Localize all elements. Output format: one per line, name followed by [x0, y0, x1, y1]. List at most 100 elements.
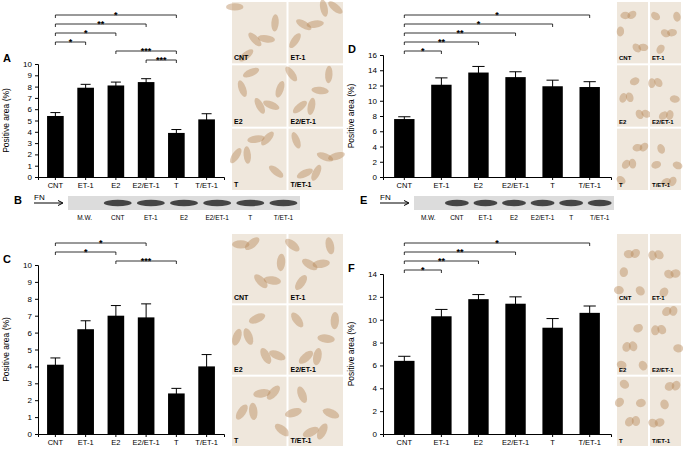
x-tick: E2/ET-1: [133, 434, 160, 447]
cell: [613, 396, 626, 409]
lane-label: T: [569, 214, 573, 221]
cell: [327, 150, 346, 162]
micrograph: E2/ET-1: [648, 65, 681, 126]
significance-label: **: [456, 247, 464, 257]
y-tick-label: 2: [28, 396, 33, 405]
cell: [326, 0, 344, 16]
cell: [619, 267, 628, 277]
cell: [668, 305, 678, 316]
cell: [283, 236, 302, 253]
significance-label: *: [99, 238, 103, 248]
bar: [77, 88, 94, 177]
x-tick-label: T/ET-1: [195, 181, 218, 190]
significance-label: *: [69, 37, 73, 47]
cell: [652, 76, 664, 88]
x-tick: T: [174, 177, 179, 190]
micrograph: E2/ET-1: [283, 65, 343, 127]
cell: [268, 348, 287, 362]
significance-label: **: [97, 19, 105, 29]
y-tick-mark: [380, 147, 383, 148]
y-axis: 0246810121416: [368, 51, 383, 182]
y-tick: 3: [28, 139, 38, 148]
x-tick: E2: [474, 434, 483, 447]
micrograph-panel: CNTET-1E2E2/ET-1TT/ET-1: [613, 234, 683, 446]
y-tick-label: 3: [28, 139, 33, 148]
micrograph-label: T/ET-1: [652, 182, 671, 188]
micrograph: CNT: [613, 234, 648, 303]
x-tick-label: E2/ET-1: [502, 438, 529, 447]
micrograph: ET-1: [649, 2, 681, 63]
micrograph-label: E2/ET-1: [652, 367, 674, 373]
cell: [312, 258, 330, 269]
y-tick-label: 0: [373, 430, 378, 439]
y-tick: 1: [28, 413, 38, 422]
micrograph-label: CNT: [234, 54, 249, 61]
blot-strip: [68, 196, 300, 210]
micrograph-panel: CNTET-1E2E2/ET-1TT/ET-1: [226, 0, 346, 190]
lane-label: M.W.: [421, 214, 436, 221]
bar: [542, 86, 562, 177]
y-tick-label: 0: [28, 173, 33, 182]
y-axis: 02468101214: [368, 270, 383, 439]
y-tick-mark: [35, 132, 38, 133]
micrograph-background: [650, 305, 681, 374]
lane-label: E2/ET-1: [205, 214, 229, 221]
cell: [297, 349, 316, 367]
cell: [672, 160, 683, 171]
y-tick-mark: [380, 411, 383, 412]
x-tick: T: [550, 177, 555, 190]
micrograph: T/ET-1: [650, 129, 683, 190]
y-tick-mark: [35, 366, 38, 367]
blot-band: [170, 200, 198, 206]
panel-letter: A: [3, 52, 11, 64]
cell: [287, 31, 303, 50]
micrograph: E2/ET-1: [289, 305, 344, 374]
cell: [669, 95, 680, 104]
micrograph: ET-1: [647, 234, 681, 303]
y-tick-mark: [35, 434, 38, 435]
y-tick-label: 8: [28, 295, 33, 304]
x-tick: E2/ET-1: [502, 177, 529, 190]
cell: [635, 398, 646, 408]
band-label: FN: [380, 193, 391, 202]
y-tick-label: 4: [28, 128, 33, 137]
cell: [309, 163, 323, 182]
cell: [263, 275, 281, 286]
y-tick: 0: [373, 430, 383, 439]
y-tick: 14: [368, 270, 383, 279]
y-tick-label: 1: [28, 162, 33, 171]
error-bar: [202, 355, 212, 379]
bar: [468, 73, 488, 177]
cell: [306, 97, 317, 116]
y-axis-title: Positive area (%): [346, 83, 356, 148]
y-tick-label: 2: [373, 407, 378, 416]
y-tick-mark: [35, 109, 38, 110]
cell: [271, 14, 280, 32]
y-axis-line: [35, 266, 39, 435]
micrograph-label: ET-1: [652, 295, 665, 301]
y-tick-label: 9: [28, 278, 33, 287]
x-tick: T: [174, 434, 179, 447]
x-tick: E2: [474, 177, 483, 190]
micrograph-label: E2/ET-1: [291, 118, 316, 125]
cell: [242, 66, 261, 80]
error-bar: [472, 66, 484, 78]
x-tick-label: E2/ET-1: [502, 181, 529, 190]
micrograph-label: T: [619, 182, 623, 188]
y-tick-mark: [380, 177, 383, 178]
bar: [108, 316, 125, 434]
y-tick: 2: [373, 158, 383, 167]
x-tick-label: ET-1: [78, 181, 94, 190]
x-tick: ET-1: [433, 177, 449, 190]
x-tick-label: E2: [474, 438, 483, 447]
cell: [259, 130, 276, 148]
micrograph-background: [617, 2, 648, 63]
lane-label: T: [248, 214, 252, 221]
y-tick: 9: [28, 71, 38, 80]
x-tick-label: E2: [111, 181, 120, 190]
y-tick: 8: [28, 83, 38, 92]
significance-label: *: [84, 28, 88, 38]
cell: [243, 235, 262, 252]
x-tick-label: T: [550, 181, 555, 190]
bar: [168, 393, 185, 434]
